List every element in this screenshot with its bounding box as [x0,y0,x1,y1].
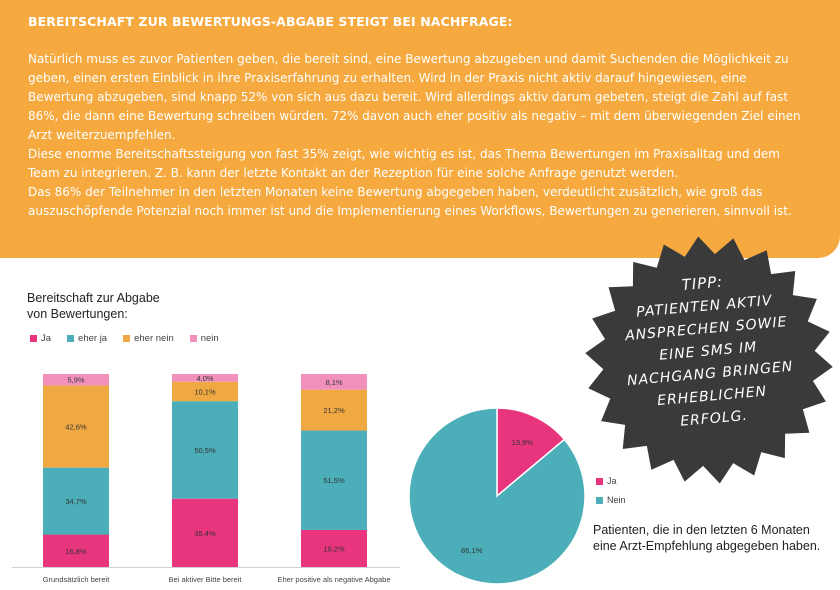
bar-segment [301,529,367,567]
pie-data-label: 86,1% [461,546,483,555]
bar-segment [172,374,238,382]
pie-legend-swatch-nein [596,496,603,504]
pie-slice [408,407,586,585]
bar-chart-legend: Ja eher ja eher nein nein [30,333,219,344]
legend-label-eher-nein: eher nein [134,333,174,344]
pie-chart: 13,9% 86,1% [408,407,586,585]
bar-data-label: 16,8% [65,547,87,556]
pie-legend-swatch-ja [596,477,603,485]
pie-chart-legend: Ja Nein [596,476,626,514]
bar-segment [172,381,238,402]
info-banner: BEREITSCHAFT ZUR BEWERTUNGS-ABGABE STEIG… [0,0,840,258]
bar-data-label: 5,9% [67,376,84,385]
legend-swatch-ja [30,335,37,342]
banner-title: BEREITSCHAFT ZUR BEWERTUNGS-ABGABE STEIG… [28,14,513,29]
pie-data-label: 13,9% [512,438,534,447]
starburst-shape [585,236,833,484]
bar-chart-title: Bereitschaft zur Abgabe von Bewertungen: [27,290,247,322]
legend-item-nein: nein [189,333,219,344]
banner-paragraph-3: Das 86% der Teilnehmer in den letzten Mo… [28,185,792,218]
bar-data-label: 34,7% [65,497,87,506]
legend-swatch-eher-ja [67,335,75,342]
bar-data-label: 42,6% [65,422,87,431]
bar-data-label: 50,5% [194,446,216,455]
pie-legend-item-nein: Nein [596,495,626,505]
legend-swatch-nein [189,335,197,342]
bar-segment [172,498,238,567]
legend-item-ja: Ja [30,333,51,344]
bar-segment [301,430,367,530]
banner-paragraph-1: Natürlich muss es zuvor Patienten geben,… [28,52,801,142]
bar-data-label: 51,5% [323,476,345,485]
bar-segment [43,467,109,535]
bar-data-label: 21,2% [323,406,345,415]
pie-legend-item-ja: Ja [596,476,626,486]
legend-swatch-eher-nein [123,335,131,342]
legend-label-nein: nein [200,333,219,344]
bar-chart-title-line-2: von Bewertungen: [27,307,128,321]
category-label: Bei aktiver Bitte bereit [169,575,243,584]
banner-paragraph-2: Diese enorme Bereitschaftssteigung von f… [28,147,780,180]
bar-segment [301,374,367,390]
bar-segment [43,534,109,567]
bar-chart-title-line-1: Bereitschaft zur Abgabe [27,291,160,305]
legend-label-ja: Ja [41,333,52,344]
pie-chart-caption: Patienten, die in den letzten 6 Monaten … [593,523,821,553]
pie-legend-label-nein: Nein [607,495,626,505]
legend-label-eher-ja: eher ja [78,333,108,344]
pie-slice [496,407,566,498]
category-label: Eher positive als negative Abgabe [278,575,391,584]
stacked-bar-chart: 16,8% 34,7% 42,6% 5,9% Grundsätzlich bereit 3… [12,374,400,584]
pie-legend-label-ja: Ja [607,476,617,486]
bar-segment [43,374,109,386]
bar-segment [301,389,367,431]
bar-data-label: 8,1% [325,378,342,387]
bar-data-label: 19,2% [323,544,345,553]
tip-text-line: ERFOLG. [680,408,749,430]
legend-item-eher-ja: eher ja [67,333,107,344]
bar-segment [43,385,109,468]
bar-data-label: 4,0% [196,374,213,383]
tip-text-line: TIPP: [681,273,724,295]
category-label: Grundsätzlich bereit [43,575,111,584]
bar-segment [172,401,238,499]
bar-data-label: 35,4% [194,529,216,538]
bar-data-label: 10,1% [194,387,216,396]
legend-item-eher-nein: eher nein [123,333,174,344]
